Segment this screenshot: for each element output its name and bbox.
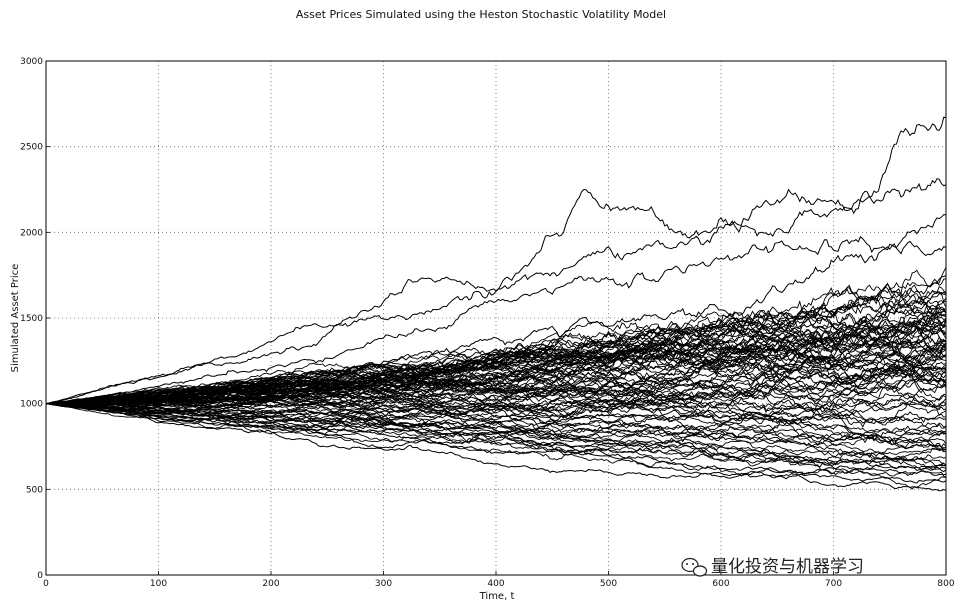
x-tick-label: 400 <box>487 579 504 589</box>
asset-price-path <box>45 178 947 405</box>
chart-title: Asset Prices Simulated using the Heston … <box>296 8 666 21</box>
y-tick-label: 1500 <box>20 314 43 324</box>
x-tick-label: 600 <box>712 579 729 589</box>
asset-price-path <box>45 403 947 467</box>
x-tick-label: 500 <box>600 579 617 589</box>
asset-price-path <box>45 307 947 405</box>
axes: 0 100 200 300 400 500 600 700 800 0 500 1000 1500 200… <box>20 57 955 589</box>
asset-price-path <box>45 313 947 405</box>
y-axis-label: Simulated Asset Price <box>10 264 21 373</box>
asset-price-path <box>45 403 947 435</box>
asset-price-path <box>45 381 947 413</box>
x-tick-label: 200 <box>262 579 279 589</box>
asset-price-path <box>45 327 947 405</box>
y-tick-label: 500 <box>26 485 43 495</box>
asset-price-path <box>45 403 947 473</box>
asset-price-path <box>45 330 947 405</box>
asset-price-path <box>45 369 947 410</box>
asset-price-path <box>45 403 947 479</box>
y-tick-label: 2000 <box>20 228 43 238</box>
asset-price-path <box>45 376 947 416</box>
asset-price-path <box>45 267 947 405</box>
y-tick-label: 2500 <box>20 143 43 153</box>
y-tick-label: 3000 <box>20 57 43 67</box>
watermark-label: 量化投资与机器学习 <box>711 557 864 577</box>
asset-price-path <box>45 354 947 410</box>
asset-price-path <box>45 235 947 405</box>
x-tick-label: 800 <box>937 579 954 589</box>
y-tick-label: 0 <box>37 571 43 581</box>
simulated-paths <box>45 116 947 492</box>
asset-price-path <box>45 336 947 405</box>
wechat-icon <box>681 557 708 577</box>
x-tick-label: 300 <box>375 579 392 589</box>
x-axis-label: Time, t <box>479 591 515 602</box>
x-tick-label: 0 <box>43 579 49 589</box>
asset-price-path <box>45 403 947 467</box>
asset-price-path <box>45 333 947 405</box>
x-tick-label: 700 <box>825 579 842 589</box>
x-tick-label: 100 <box>150 579 167 589</box>
asset-price-path <box>45 403 947 447</box>
asset-price-path <box>45 403 947 492</box>
watermark: 量化投资与机器学习 <box>681 557 864 577</box>
asset-price-path <box>45 403 947 459</box>
asset-price-path <box>45 403 947 477</box>
asset-price-path <box>45 403 947 468</box>
asset-price-path <box>45 396 947 425</box>
asset-price-path <box>45 403 947 484</box>
plot-frame <box>45 60 947 576</box>
y-tick-label: 1000 <box>20 400 43 410</box>
asset-price-path <box>45 338 947 405</box>
